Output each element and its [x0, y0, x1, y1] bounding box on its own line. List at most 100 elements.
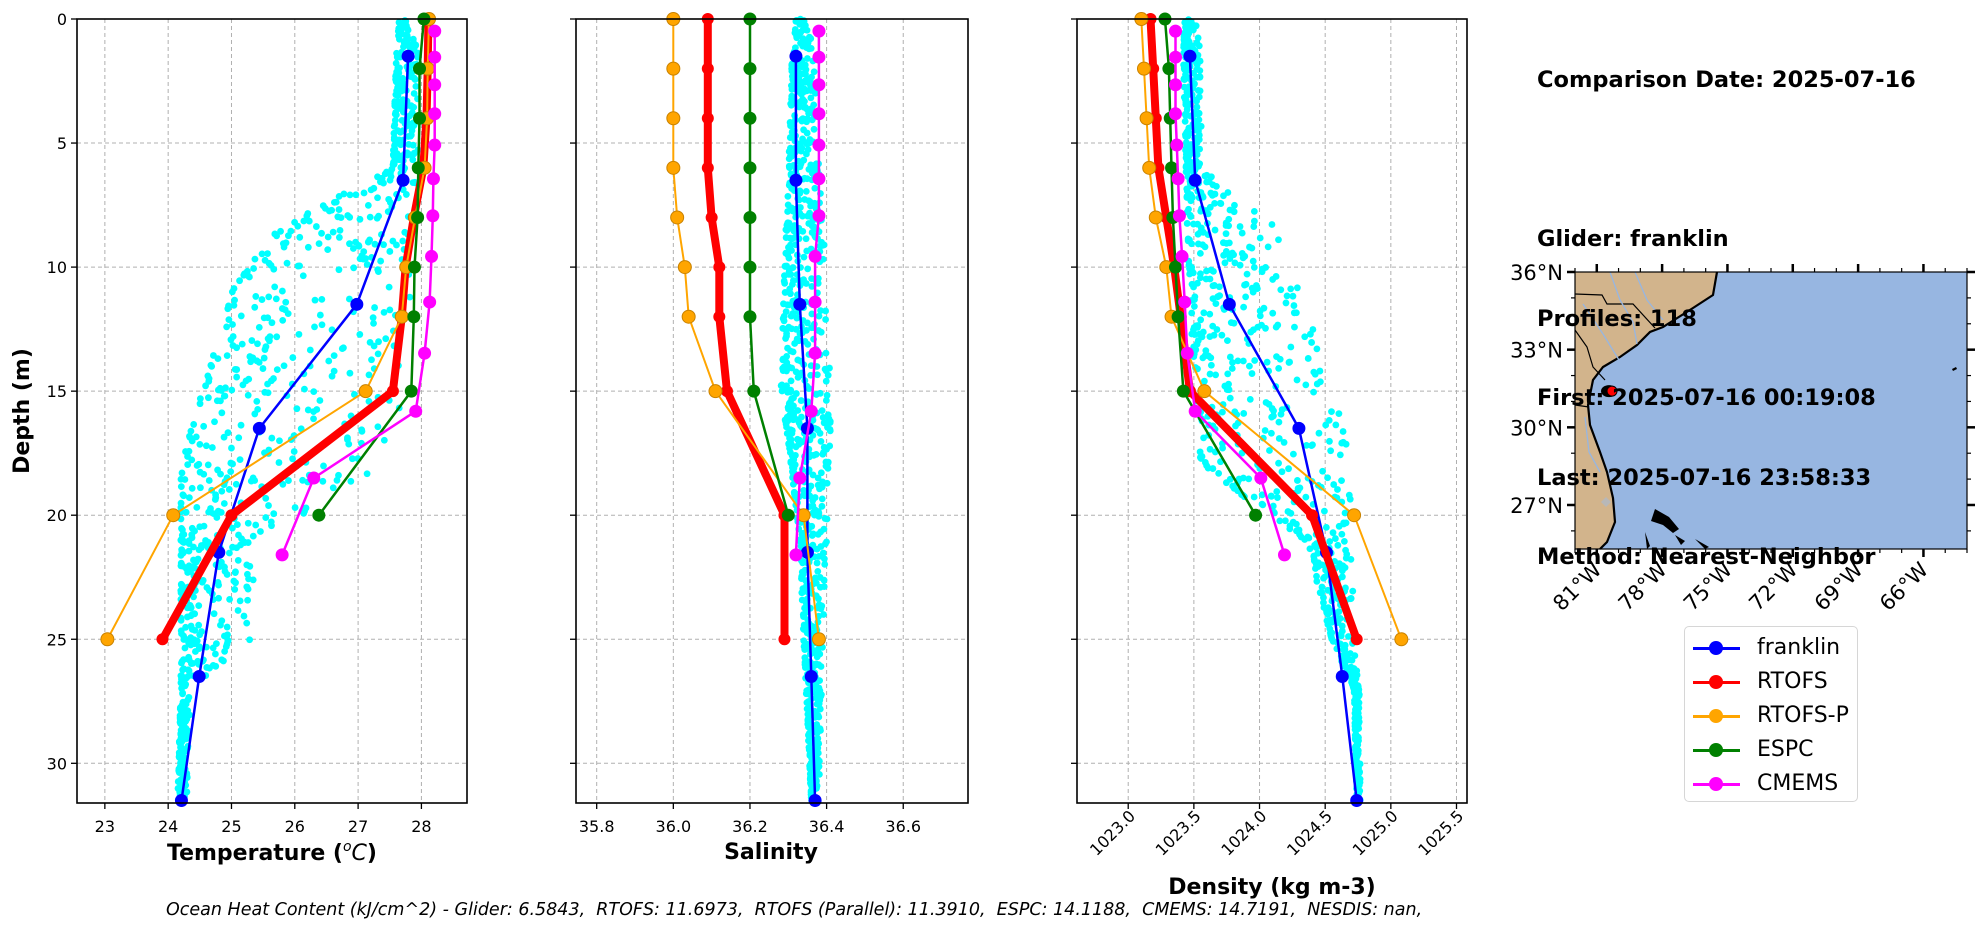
glider-observation-point: [207, 361, 215, 369]
glider-observation-point: [346, 191, 354, 199]
glider-observation-point: [1228, 365, 1236, 372]
glider-observation-point: [212, 662, 220, 670]
series-marker-rtofs: [720, 385, 733, 398]
glider-observation-point: [1326, 437, 1333, 445]
glider-observation-point: [205, 587, 213, 594]
last-time: Last: 2025-07-16 23:58:33: [1537, 464, 1872, 491]
series-marker-franklin: [1335, 669, 1349, 683]
glider-observation-point: [191, 640, 198, 648]
glider-observation-point: [185, 494, 193, 501]
glider-observation-point: [224, 637, 232, 644]
glider-observation-point: [180, 682, 188, 689]
glider-observation-point: [1199, 328, 1207, 336]
glider-observation-point: [1345, 633, 1352, 640]
glider-observation-point: [406, 293, 414, 301]
series-marker-cmems: [808, 249, 822, 263]
glider-observation-point: [1182, 139, 1190, 146]
glider-observation-point: [784, 388, 792, 396]
glider-observation-point: [805, 220, 813, 227]
glider-observation-point: [370, 184, 378, 192]
series-marker-espc: [747, 384, 761, 398]
glider-observation-point: [227, 468, 235, 476]
river: [1584, 416, 1601, 473]
series-marker-cmems: [425, 249, 439, 263]
glider-observation-point: [410, 45, 418, 53]
glider-observation-point: [291, 218, 299, 226]
glider-observation-point: [1197, 270, 1204, 278]
glider-observation-point: [1225, 239, 1233, 247]
glider-observation-point: [1352, 704, 1360, 712]
series-marker-cmems: [789, 548, 803, 562]
legend-label: RTOFS: [1757, 669, 1828, 694]
glider-observation-point: [410, 90, 418, 97]
glider-observation-point: [350, 264, 358, 272]
glider-observation-point: [261, 256, 269, 264]
glider-observation-point: [1183, 155, 1191, 163]
glider-observation-point: [815, 553, 823, 560]
glider-observation-point: [205, 477, 213, 484]
glider-observation-point: [1256, 312, 1264, 320]
series-marker-franklin: [396, 173, 410, 187]
glider-observation-point: [1206, 310, 1214, 318]
location-map: 36°N33°N30°N27°N81°W 78°W 75°W 72°W 69°W 66°W: [1510, 261, 1975, 616]
glider-observation-point: [364, 201, 372, 209]
glider-observation-point: [1183, 185, 1191, 193]
x-tick-label: 35.8: [579, 817, 615, 836]
glider-observation-point: [783, 423, 790, 431]
y-tick-label: 30: [47, 754, 67, 773]
glider-observation-point: [246, 562, 254, 570]
glider-observation-point: [1187, 213, 1195, 220]
glider-observation-point: [270, 510, 278, 518]
series-marker-rtofs-p: [681, 309, 696, 324]
glider-observation-point: [319, 477, 327, 485]
glider-observation-point: [395, 19, 403, 26]
glider-observation-point: [790, 394, 797, 402]
glider-observation-point: [299, 272, 307, 280]
glider-observation-point: [1287, 509, 1295, 517]
glider-observation-point: [812, 708, 819, 716]
glider-observation-point: [1187, 267, 1195, 274]
glider-observation-point: [224, 429, 232, 437]
glider-observation-point: [1313, 577, 1321, 585]
glider-observation-point: [390, 161, 398, 168]
legend-marker: [1709, 675, 1723, 689]
glider-observation-point: [305, 217, 313, 225]
glider-observation-point: [1268, 492, 1275, 500]
glider-observation-point: [233, 521, 241, 529]
glider-observation-point: [262, 514, 270, 521]
glider-observation-point: [195, 602, 203, 610]
glider-observation-point: [1219, 408, 1226, 416]
glider-observation-point: [177, 735, 185, 743]
glider-observation-point: [1289, 292, 1297, 300]
glider-observation-point: [795, 440, 803, 448]
glider-observation-point: [816, 583, 824, 591]
glider-observation-point: [195, 645, 203, 653]
glider-observation-point: [823, 445, 830, 453]
glider-observation-point: [251, 255, 259, 263]
glider-observation-point: [818, 407, 826, 415]
glider-observation-point: [236, 277, 243, 285]
series-marker-cmems: [428, 78, 442, 92]
x-tick-label: 36.6: [885, 817, 921, 836]
glider-observation-point: [1221, 259, 1229, 267]
glider-observation-point: [211, 650, 219, 658]
glider-observation-point: [798, 573, 806, 580]
glider-observation-point: [175, 766, 183, 774]
series-marker-cmems: [812, 24, 826, 38]
glider-observation-point: [223, 623, 231, 631]
glider-observation-point: [1354, 709, 1362, 717]
glider-observation-point: [1194, 240, 1202, 248]
glider-observation-point: [805, 197, 813, 205]
glider-observation-point: [332, 198, 340, 206]
state-border: [1574, 404, 1590, 408]
glider-observation-point: [809, 471, 817, 479]
glider-observation-point: [318, 295, 326, 303]
glider-observation-point: [802, 150, 810, 158]
glider-observation-point: [1211, 282, 1218, 289]
glider-observation-point: [223, 571, 231, 578]
glider-observation-point: [289, 455, 296, 463]
x-tick-label: 36.0: [656, 817, 692, 836]
glider-observation-point: [1190, 303, 1198, 310]
series-marker-cmems: [426, 172, 440, 186]
glider-observation-point: [346, 369, 354, 377]
